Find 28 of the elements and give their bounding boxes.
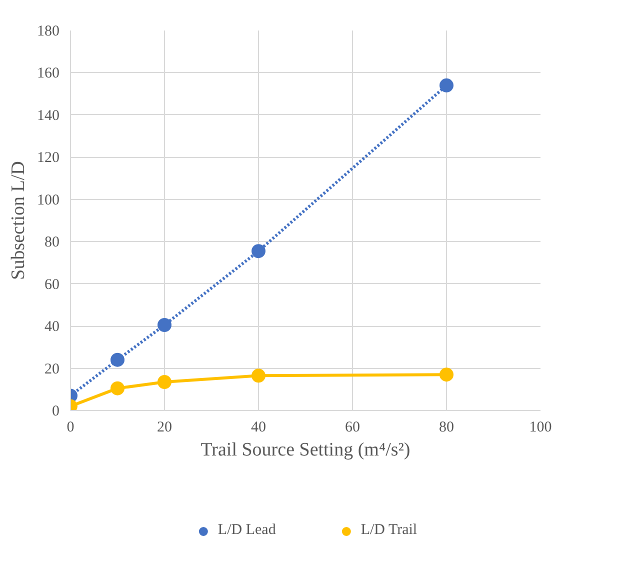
point xyxy=(110,381,124,396)
point xyxy=(440,368,454,382)
point xyxy=(440,78,454,92)
y-tick-label: 120 xyxy=(37,150,60,166)
point xyxy=(158,375,172,389)
y-tick-label: 140 xyxy=(37,108,60,124)
x-axis-title: Trail Source Setting (m⁴/s²) xyxy=(200,440,410,460)
y-axis-title: Subsection L/D xyxy=(8,161,29,280)
point xyxy=(252,244,266,258)
x-tick-label: 20 xyxy=(157,420,172,436)
y-tick-label: 180 xyxy=(37,24,60,40)
point xyxy=(252,368,266,383)
y-tick-label: 60 xyxy=(44,276,60,293)
y-tick-label: 100 xyxy=(37,192,60,208)
y-tick-label: 40 xyxy=(44,319,60,336)
y-tick-label: 80 xyxy=(44,234,60,251)
x-tick-label: 60 xyxy=(345,420,360,436)
y-tick-label: 0 xyxy=(52,404,60,420)
y-tick-label: 160 xyxy=(37,66,60,82)
x-tick-label: 80 xyxy=(439,420,454,436)
x-tick-label: 0 xyxy=(66,420,74,436)
legend-label: L/D Lead xyxy=(218,522,276,540)
point xyxy=(110,352,124,367)
x-tick-label: 100 xyxy=(529,420,552,436)
legend-label: L/D Trail xyxy=(360,522,418,540)
y-tick-label: 20 xyxy=(44,361,60,378)
point xyxy=(158,318,172,332)
x-tick-label: 40 xyxy=(251,420,266,436)
